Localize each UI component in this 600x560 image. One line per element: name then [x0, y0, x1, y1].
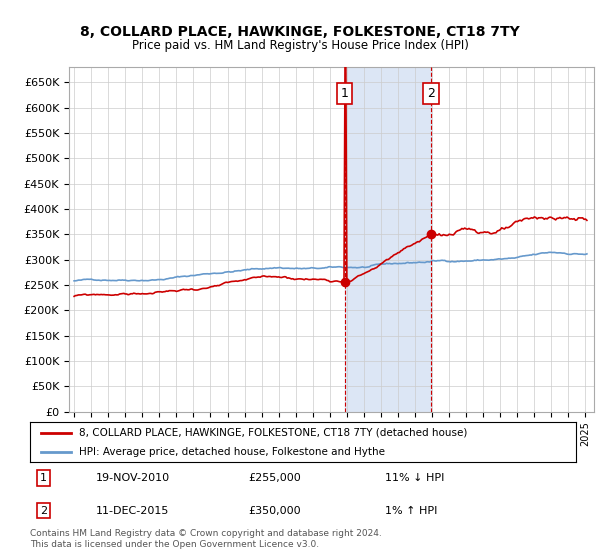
Bar — [345, 67, 431, 412]
Text: £350,000: £350,000 — [248, 506, 301, 516]
Text: 2: 2 — [427, 87, 435, 100]
Text: 8, COLLARD PLACE, HAWKINGE, FOLKESTONE, CT18 7TY (detached house): 8, COLLARD PLACE, HAWKINGE, FOLKESTONE, … — [79, 428, 467, 438]
Text: 19-NOV-2010: 19-NOV-2010 — [95, 473, 170, 483]
Text: 1% ↑ HPI: 1% ↑ HPI — [385, 506, 437, 516]
Text: HPI: Average price, detached house, Folkestone and Hythe: HPI: Average price, detached house, Folk… — [79, 447, 385, 457]
Text: 2: 2 — [40, 506, 47, 516]
Text: 8, COLLARD PLACE, HAWKINGE, FOLKESTONE, CT18 7TY: 8, COLLARD PLACE, HAWKINGE, FOLKESTONE, … — [80, 25, 520, 39]
Text: 11% ↓ HPI: 11% ↓ HPI — [385, 473, 444, 483]
Text: 11-DEC-2015: 11-DEC-2015 — [95, 506, 169, 516]
Text: Price paid vs. HM Land Registry's House Price Index (HPI): Price paid vs. HM Land Registry's House … — [131, 39, 469, 52]
Text: £255,000: £255,000 — [248, 473, 301, 483]
Text: 1: 1 — [341, 87, 349, 100]
Text: 1: 1 — [40, 473, 47, 483]
Text: Contains HM Land Registry data © Crown copyright and database right 2024.
This d: Contains HM Land Registry data © Crown c… — [30, 529, 382, 549]
